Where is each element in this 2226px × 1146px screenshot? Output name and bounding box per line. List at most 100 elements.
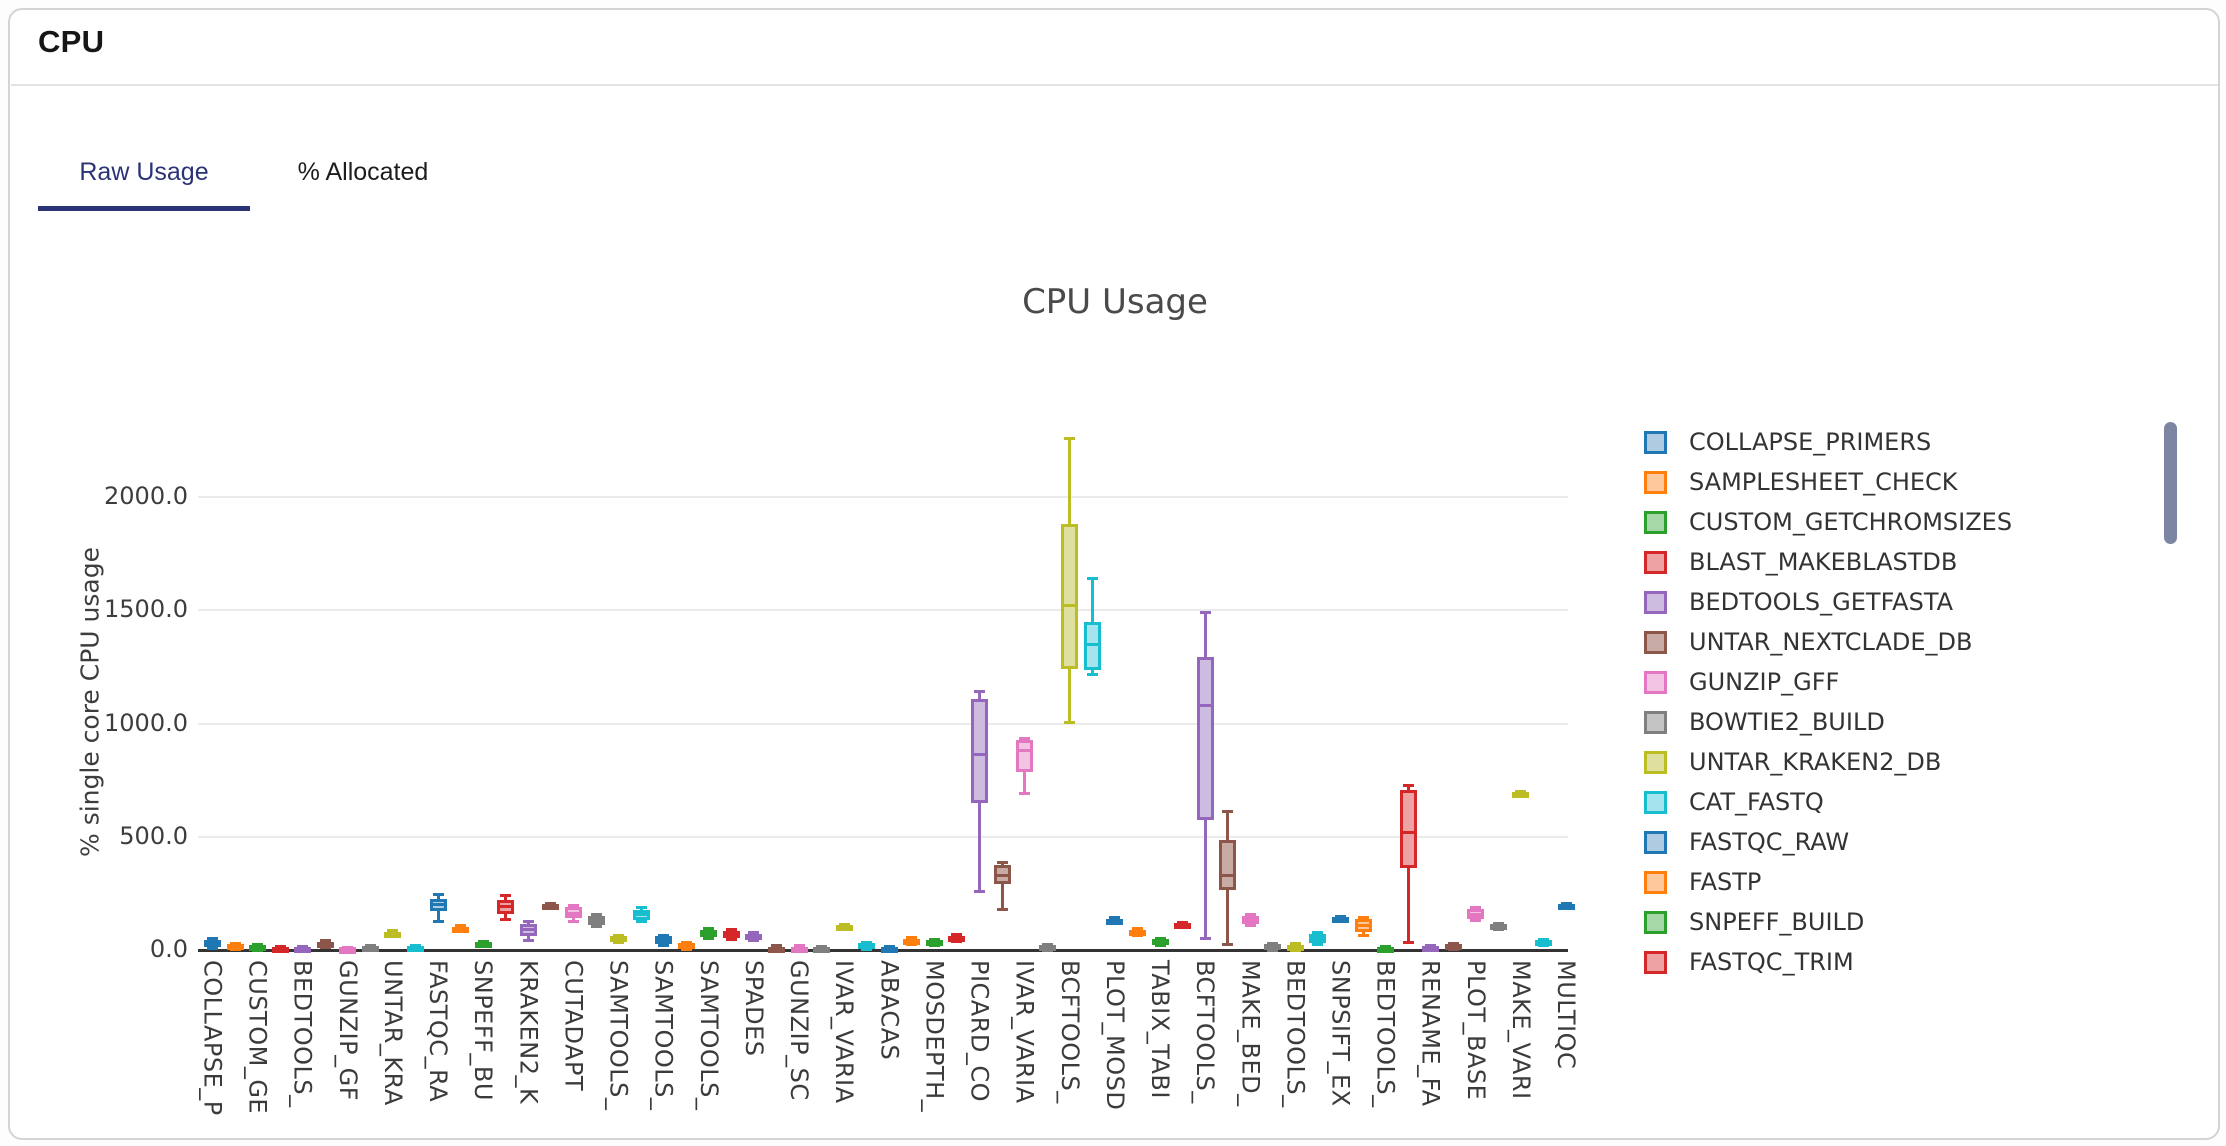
legend-item-label: SAMPLESHEET_CHECK <box>1689 468 1958 496</box>
box-median <box>903 939 921 943</box>
whisker-cap <box>274 944 286 948</box>
whisker-cap <box>432 920 444 924</box>
legend-item[interactable]: SAMPLESHEET_CHECK <box>1644 468 1958 496</box>
x-tick-label: BEDTOOLS_ <box>1371 960 1400 1108</box>
x-tick-label: SNPSIFT_EX <box>1326 960 1355 1107</box>
x-tick-label: BEDTOOLS_ <box>288 960 317 1108</box>
page-title: CPU <box>38 24 105 59</box>
box-median <box>429 903 447 907</box>
tab-raw-usage[interactable]: Raw Usage <box>38 138 250 211</box>
y-tick-label: 1000.0 <box>104 708 188 737</box>
whisker-cap <box>229 941 241 945</box>
y-tick-label: 0.0 <box>149 935 188 963</box>
legend-item-label: SNPEFF_BUILD <box>1689 908 1865 936</box>
box-median <box>700 931 718 935</box>
box-median <box>1219 873 1237 877</box>
box-median <box>1535 941 1553 945</box>
box-median <box>564 911 582 915</box>
box-median <box>993 873 1011 877</box>
box-median <box>835 925 853 929</box>
box-median <box>407 946 425 950</box>
legend-item[interactable]: CUSTOM_GETCHROMSIZES <box>1644 508 2012 536</box>
box-median <box>1196 703 1214 707</box>
box-median <box>768 946 785 950</box>
legend-scrollbar-thumb[interactable] <box>2164 422 2177 544</box>
whisker-cap <box>1560 902 1572 906</box>
whisker-cap <box>1109 916 1121 920</box>
x-tick-label: MAKE_BED_ <box>1236 960 1265 1107</box>
box-median <box>1174 923 1192 927</box>
box-median <box>632 913 650 917</box>
box-median <box>316 942 334 946</box>
whisker-cap <box>883 945 895 949</box>
whisker-cap <box>1131 926 1143 930</box>
x-tick-label: IVAR_VARIA <box>1010 960 1039 1104</box>
x-tick-label: ABACAS <box>875 960 904 1061</box>
x-tick-label: PLOT_BASE <box>1461 960 1490 1101</box>
box-median <box>610 937 628 941</box>
whisker-cap <box>477 939 489 943</box>
box-median <box>1332 917 1349 921</box>
legend-item[interactable]: BEDTOOLS_GETFASTA <box>1644 588 1953 616</box>
legend-item[interactable]: UNTAR_KRAKEN2_DB <box>1644 748 1941 776</box>
box-median <box>361 946 379 950</box>
legend-swatch-icon <box>1644 430 1667 454</box>
whisker-cap <box>1222 809 1234 813</box>
legend-item[interactable]: FASTP <box>1644 868 1761 896</box>
whisker-cap <box>1222 942 1234 946</box>
box-median <box>971 752 989 756</box>
whisker-cap <box>590 924 602 928</box>
x-tick-label: TABIX_TABI <box>1146 960 1175 1099</box>
box-iqr <box>971 698 989 803</box>
x-tick-label: BCFTOOLS_ <box>1055 960 1084 1104</box>
whisker-cap <box>387 929 399 933</box>
box-median <box>1557 904 1575 908</box>
legend-swatch-icon <box>1644 910 1667 934</box>
legend-swatch-icon <box>1644 950 1667 974</box>
legend-item-label: COLLAPSE_PRIMERS <box>1689 428 1932 456</box>
legend-item[interactable]: GUNZIP_GFF <box>1644 668 1839 696</box>
whisker-cap <box>1425 943 1437 947</box>
whisker-cap <box>725 938 737 942</box>
box-median <box>1264 945 1282 949</box>
legend-item-label: CAT_FASTQ <box>1689 788 1824 816</box>
whisker-cap <box>1199 937 1211 941</box>
legend-item-label: FASTQC_TRIM <box>1689 948 1854 976</box>
legend-item[interactable]: SNPEFF_BUILD <box>1644 908 1864 936</box>
box-median <box>677 944 695 948</box>
legend-item[interactable]: COLLAPSE_PRIMERS <box>1644 428 1931 456</box>
box-median <box>745 935 763 939</box>
legend-item[interactable]: BOWTIE2_BUILD <box>1644 708 1885 736</box>
whisker-cap <box>838 923 850 927</box>
legend-item[interactable]: UNTAR_NEXTCLADE_DB <box>1644 628 1973 656</box>
box-median <box>452 926 470 930</box>
whisker-cap <box>1019 792 1031 796</box>
legend-item[interactable]: BLAST_MAKEBLASTDB <box>1644 548 1957 576</box>
whisker-cap <box>703 926 715 930</box>
legend-swatch-icon <box>1644 670 1667 694</box>
chart-title: CPU Usage <box>1022 282 1208 322</box>
x-tick-label: RENAME_FA <box>1416 960 1445 1107</box>
x-tick-label: SNPEFF_BU <box>469 960 498 1101</box>
x-tick-label: KRAKEN2_K <box>514 960 543 1105</box>
tab-percent-allocated[interactable]: % Allocated <box>260 138 466 206</box>
legend-swatch-icon <box>1644 590 1667 614</box>
whisker-cap <box>1492 921 1504 925</box>
whisker-cap <box>1402 940 1414 944</box>
box-median <box>339 947 357 951</box>
legend-item-label: FASTQC_RAW <box>1689 828 1850 856</box>
tab-percent-allocated-label: % Allocated <box>297 157 429 186</box>
legend-swatch-icon <box>1644 750 1667 774</box>
whisker-cap <box>1470 918 1482 922</box>
whisker-cap <box>725 927 737 931</box>
box-median <box>1399 830 1417 834</box>
box-median <box>925 941 943 945</box>
whisker-cap <box>1064 720 1076 724</box>
cpu-metrics-card: CPU Raw Usage % Allocated CPU Usage % si… <box>8 8 2220 1140</box>
whisker-cap <box>500 917 512 921</box>
legend-item[interactable]: CAT_FASTQ <box>1644 788 1824 816</box>
whisker-cap <box>1131 934 1143 938</box>
legend-item[interactable]: FASTQC_TRIM <box>1644 948 1854 976</box>
box-median <box>1016 749 1034 753</box>
legend-item[interactable]: FASTQC_RAW <box>1644 828 1849 856</box>
